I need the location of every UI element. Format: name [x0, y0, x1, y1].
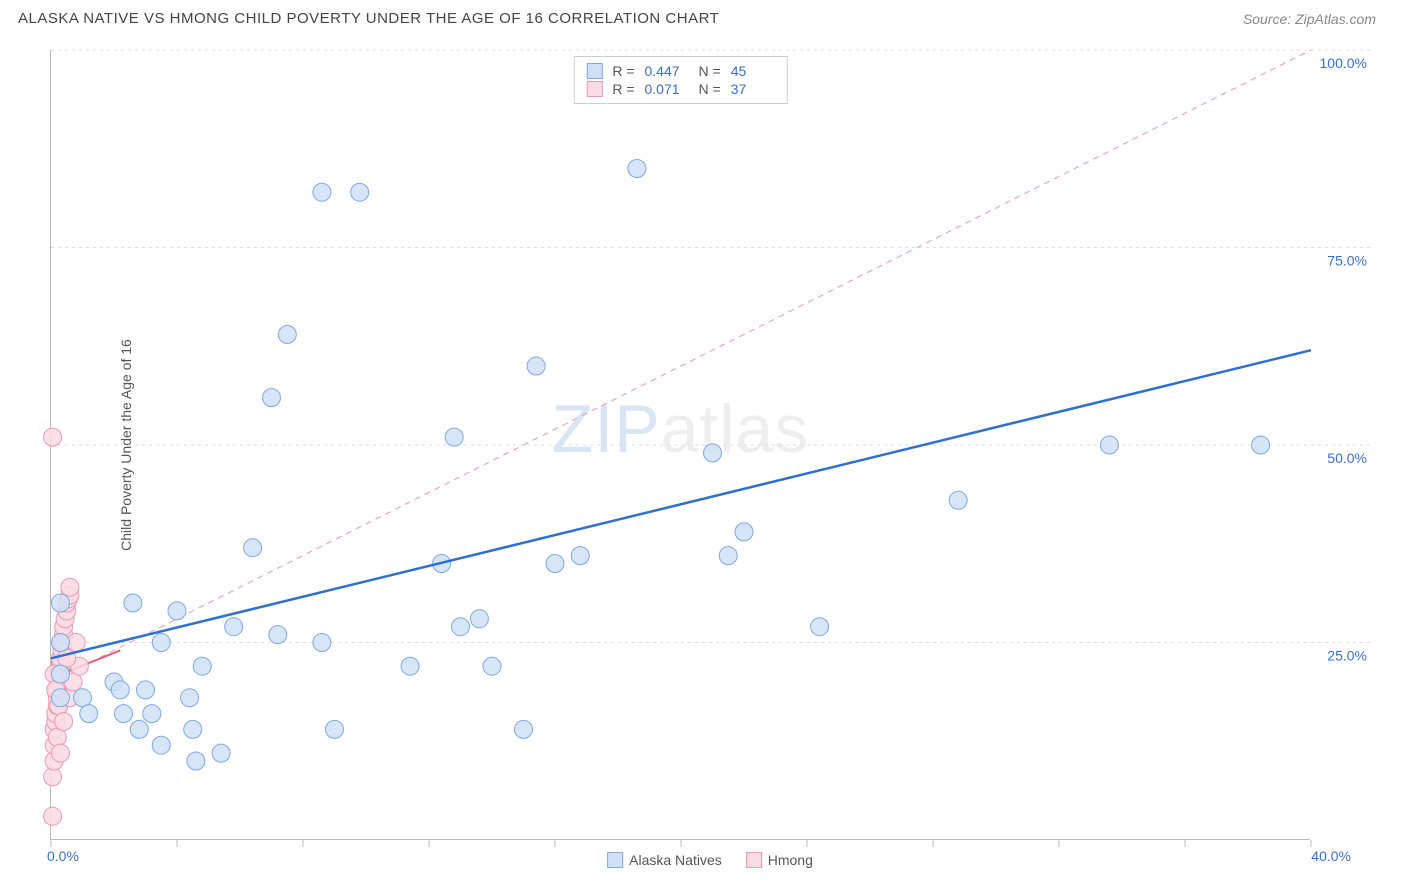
- stat-r-hmong: 0.071: [645, 81, 689, 97]
- legend: Alaska Natives Hmong: [607, 852, 813, 868]
- stat-row-hmong: R = 0.071 N = 37: [586, 80, 774, 98]
- plot-container: Child Poverty Under the Age of 16 ZIPatl…: [50, 50, 1370, 840]
- svg-text:50.0%: 50.0%: [1327, 450, 1367, 466]
- svg-text:25.0%: 25.0%: [1327, 648, 1367, 664]
- legend-item-hmong: Hmong: [746, 852, 813, 868]
- stat-n-hmong: 37: [731, 81, 775, 97]
- stat-n-label: N =: [699, 63, 721, 79]
- correlation-stats-box: R = 0.447 N = 45 R = 0.071 N = 37: [573, 56, 787, 104]
- stat-r-label: R =: [612, 81, 634, 97]
- source-attribution: Source: ZipAtlas.com: [1243, 11, 1376, 27]
- svg-text:75.0%: 75.0%: [1327, 253, 1367, 269]
- chart-title: ALASKA NATIVE VS HMONG CHILD POVERTY UND…: [18, 10, 719, 27]
- legend-label-alaska: Alaska Natives: [629, 852, 722, 868]
- stat-n-alaska: 45: [731, 63, 775, 79]
- plot-area: ZIPatlas R = 0.447 N = 45 R = 0.071 N = …: [50, 50, 1310, 840]
- stat-n-label: N =: [699, 81, 721, 97]
- legend-swatch-alaska: [607, 852, 623, 868]
- swatch-hmong: [586, 81, 602, 97]
- stat-r-label: R =: [612, 63, 634, 79]
- stat-row-alaska: R = 0.447 N = 45: [586, 62, 774, 80]
- svg-text:100.0%: 100.0%: [1320, 55, 1367, 71]
- swatch-alaska: [586, 63, 602, 79]
- legend-item-alaska: Alaska Natives: [607, 852, 722, 868]
- legend-swatch-hmong: [746, 852, 762, 868]
- stat-r-alaska: 0.447: [645, 63, 689, 79]
- scatter-svg: 25.0%50.0%75.0%100.0%0.0%40.0%: [51, 50, 1371, 840]
- legend-label-hmong: Hmong: [768, 852, 813, 868]
